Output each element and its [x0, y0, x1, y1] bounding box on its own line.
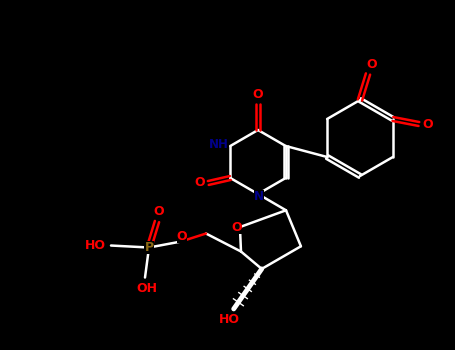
Text: O: O: [423, 118, 433, 131]
Text: OH: OH: [136, 282, 157, 295]
Text: O: O: [232, 220, 242, 233]
Text: P: P: [144, 241, 153, 254]
Text: O: O: [194, 176, 205, 189]
Text: NH: NH: [208, 139, 228, 152]
Text: N: N: [254, 189, 264, 203]
Text: HO: HO: [219, 313, 240, 327]
Text: HO: HO: [85, 239, 106, 252]
Text: O: O: [177, 230, 187, 243]
Text: O: O: [154, 205, 164, 218]
Text: O: O: [253, 89, 263, 101]
Text: O: O: [367, 58, 377, 71]
